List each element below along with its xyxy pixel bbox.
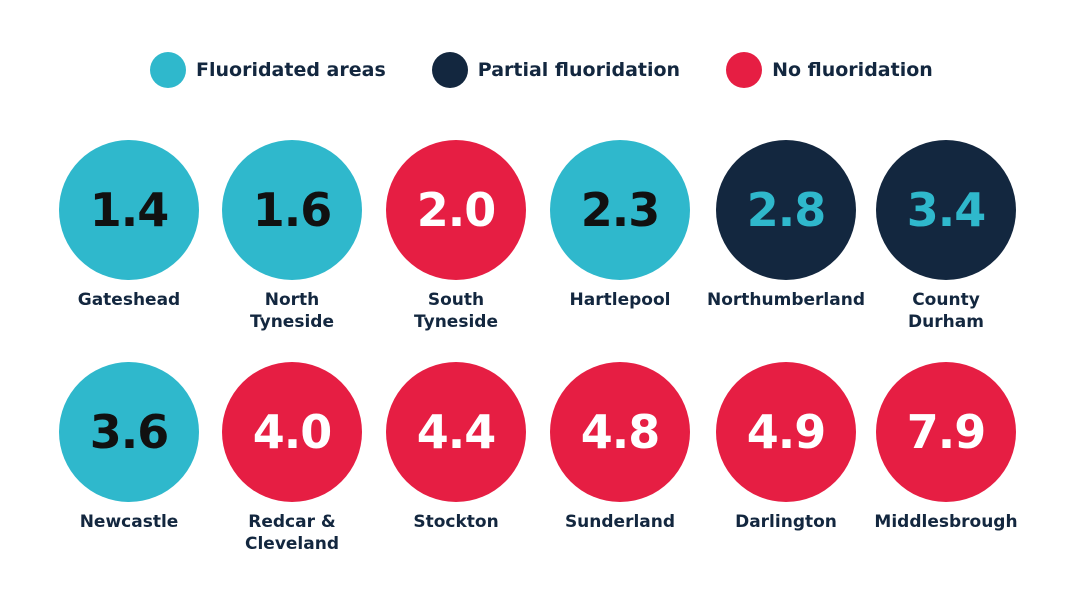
value-label-gateshead: 1.4 (89, 183, 169, 237)
area-label-stockton: Stockton (413, 512, 499, 532)
bubble-sunderland: 4.8 (550, 362, 690, 502)
value-label-redcar-cleveland: 4.0 (252, 405, 332, 459)
legend-swatch-fluoridated (150, 52, 186, 88)
bubble-gateshead: 1.4 (59, 140, 199, 280)
value-label-south-tyneside: 2.0 (416, 183, 496, 237)
legend-label-partial: Partial fluoridation (477, 59, 681, 81)
area-label-gateshead: Gateshead (77, 290, 181, 310)
area-redcar-cleveland: 4.0 Redcar & Cleveland (210, 362, 374, 555)
area-label-hartlepool: Hartlepool (569, 290, 671, 310)
area-label-county-durham: County Durham (908, 290, 984, 332)
area-darlington: 4.9 Darlington (704, 362, 868, 533)
area-label-south-tyneside: South Tyneside (414, 290, 498, 332)
value-label-northumberland: 2.8 (746, 183, 826, 237)
value-label-middlesbrough: 7.9 (906, 405, 986, 459)
legend-swatch-none (726, 52, 763, 88)
bubble-northumberland: 2.8 (716, 140, 856, 280)
bubble-darlington: 4.9 (716, 362, 856, 502)
bubble-stockton: 4.4 (386, 362, 526, 502)
value-label-hartlepool: 2.3 (580, 183, 660, 237)
area-label-redcar-cleveland: Redcar & Cleveland (244, 512, 339, 554)
area-county-durham: 3.4 County Durham (864, 140, 1028, 333)
value-label-north-tyneside: 1.6 (252, 183, 332, 237)
bubble-middlesbrough: 7.9 (876, 362, 1016, 502)
legend-label-none: No fluoridation (772, 59, 933, 81)
value-label-darlington: 4.9 (746, 405, 826, 459)
legend-label-fluoridated: Fluoridated areas (196, 59, 386, 81)
area-label-sunderland: Sunderland (564, 512, 676, 532)
bubble-north-tyneside: 1.6 (222, 140, 362, 280)
area-label-newcastle: Newcastle (79, 512, 179, 532)
area-label-northumberland: Northumberland (707, 290, 865, 310)
legend-item-partial: Partial fluoridation (431, 52, 681, 88)
value-label-stockton: 4.4 (416, 405, 496, 459)
legend-swatch-partial (431, 52, 468, 88)
area-label-north-tyneside: North Tyneside (250, 290, 334, 332)
legend-item-none: No fluoridation (726, 52, 933, 88)
legend: Fluoridated areas Partial fluoridation N… (150, 52, 979, 88)
area-gateshead: 1.4 Gateshead (47, 140, 211, 311)
bubble-county-durham: 3.4 (876, 140, 1016, 280)
area-hartlepool: 2.3 Hartlepool (538, 140, 702, 311)
area-sunderland: 4.8 Sunderland (538, 362, 702, 533)
bubble-redcar-cleveland: 4.0 (222, 362, 362, 502)
area-label-middlesbrough: Middlesbrough (874, 512, 1018, 532)
area-newcastle: 3.6 Newcastle (47, 362, 211, 533)
value-label-county-durham: 3.4 (906, 183, 986, 237)
area-stockton: 4.4 Stockton (374, 362, 538, 533)
bubble-hartlepool: 2.3 (550, 140, 690, 280)
legend-item-fluoridated: Fluoridated areas (150, 52, 386, 88)
bubble-newcastle: 3.6 (59, 362, 199, 502)
area-northumberland: 2.8 Northumberland (704, 140, 868, 311)
value-label-newcastle: 3.6 (89, 405, 169, 459)
area-north-tyneside: 1.6 North Tyneside (210, 140, 374, 333)
area-middlesbrough: 7.9 Middlesbrough (864, 362, 1028, 533)
value-label-sunderland: 4.8 (580, 405, 660, 459)
area-south-tyneside: 2.0 South Tyneside (374, 140, 538, 333)
area-label-darlington: Darlington (735, 512, 837, 532)
bubble-south-tyneside: 2.0 (386, 140, 526, 280)
